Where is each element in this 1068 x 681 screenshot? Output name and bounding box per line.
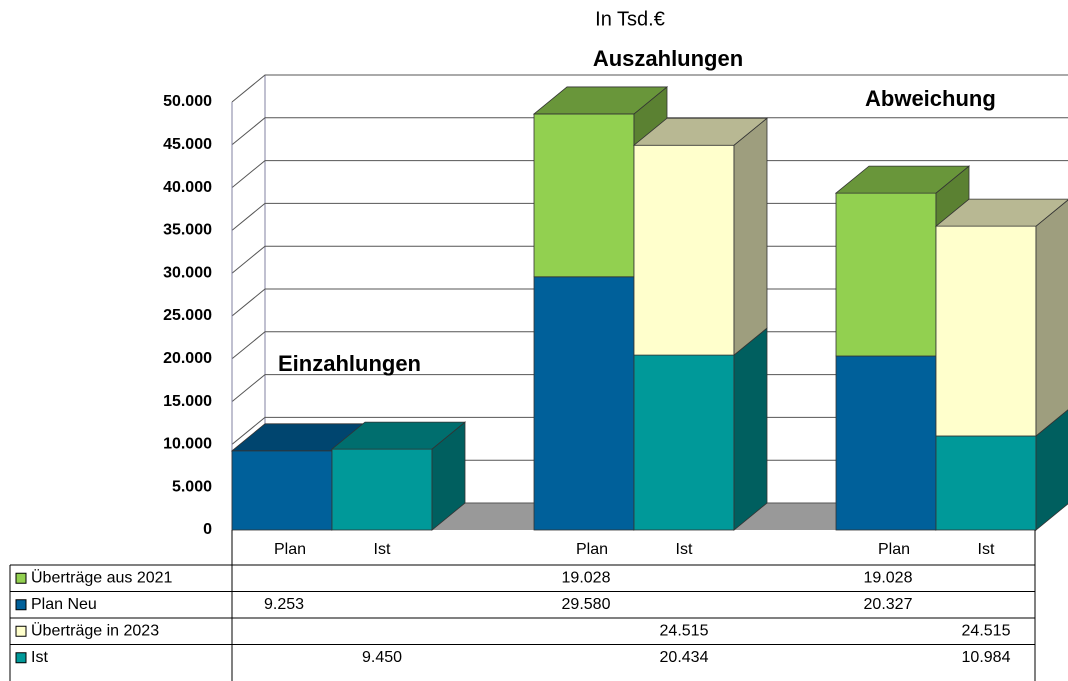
- bar-top: [330, 421, 467, 450]
- data-label: 24.515: [660, 622, 709, 639]
- y-tick-label: 50.000: [163, 93, 212, 110]
- legend-swatch: [15, 652, 27, 664]
- bar: [935, 225, 1037, 437]
- bar: [835, 192, 937, 357]
- y-tick-label: 45.000: [163, 136, 212, 153]
- bar: [633, 354, 735, 531]
- group-label: Einzahlungen: [278, 351, 421, 376]
- y-tick-label: 5.000: [172, 478, 212, 495]
- data-label: 20.434: [660, 649, 709, 666]
- legend-label: Überträge aus 2021: [31, 568, 173, 586]
- legend-swatch: [15, 572, 27, 584]
- grid-line: [231, 74, 1068, 103]
- y-tick-label: 30.000: [163, 264, 212, 281]
- legend-swatch: [15, 625, 27, 637]
- y-tick-label: 35.000: [163, 222, 212, 239]
- data-label: 9.450: [362, 649, 402, 666]
- y-tick-label: 10.000: [163, 436, 212, 453]
- bar: [835, 355, 937, 531]
- y-tick-label: 40.000: [163, 179, 212, 196]
- bar: [533, 113, 635, 278]
- x-tick-label: Ist: [676, 541, 693, 558]
- bar-side: [733, 327, 768, 531]
- bar-top: [934, 198, 1068, 227]
- bar: [231, 450, 333, 531]
- legend-label: Ist: [31, 649, 48, 666]
- bar: [935, 435, 1037, 531]
- grid-line: [231, 245, 1068, 274]
- x-tick-label: Plan: [878, 541, 910, 558]
- bar: [331, 448, 433, 531]
- grid-line: [231, 160, 1068, 188]
- legend-label: Plan Neu: [31, 596, 97, 613]
- bar: [533, 276, 635, 531]
- data-label: 19.028: [864, 569, 913, 586]
- x-tick-label: Plan: [274, 541, 306, 558]
- data-label: 9.253: [264, 596, 304, 613]
- legend-swatch: [15, 599, 27, 611]
- group-label: Auszahlungen: [593, 46, 743, 71]
- data-label: 10.984: [962, 649, 1011, 666]
- grid-line: [231, 374, 1068, 402]
- y-tick-label: 25.000: [163, 307, 212, 324]
- grid-line: [231, 288, 1068, 317]
- x-tick-label: Ist: [374, 541, 391, 558]
- data-label: 19.028: [562, 569, 611, 586]
- legend-label: Überträge in 2023: [31, 621, 159, 639]
- y-tick-label: 15.000: [163, 393, 212, 410]
- x-tick-label: Ist: [978, 541, 995, 558]
- grid-line: [231, 416, 1068, 445]
- grid-line: [231, 331, 1068, 360]
- chart-title: In Tsd.€: [595, 8, 665, 30]
- group-label: Abweichung: [865, 86, 996, 111]
- bar-top: [632, 117, 769, 146]
- grid-line: [231, 117, 1068, 146]
- y-tick-label: 20.000: [163, 350, 212, 367]
- bar: [633, 144, 735, 356]
- bar-side: [1035, 199, 1068, 437]
- data-label: 20.327: [864, 596, 913, 613]
- bar-side: [733, 117, 768, 356]
- grid-line: [231, 202, 1068, 231]
- data-label: 29.580: [562, 596, 611, 613]
- bar-top: [834, 165, 971, 194]
- x-tick-label: Plan: [576, 541, 608, 558]
- y-tick-label: 0: [203, 521, 212, 538]
- data-label: 24.515: [962, 622, 1011, 639]
- bar-top: [532, 86, 669, 115]
